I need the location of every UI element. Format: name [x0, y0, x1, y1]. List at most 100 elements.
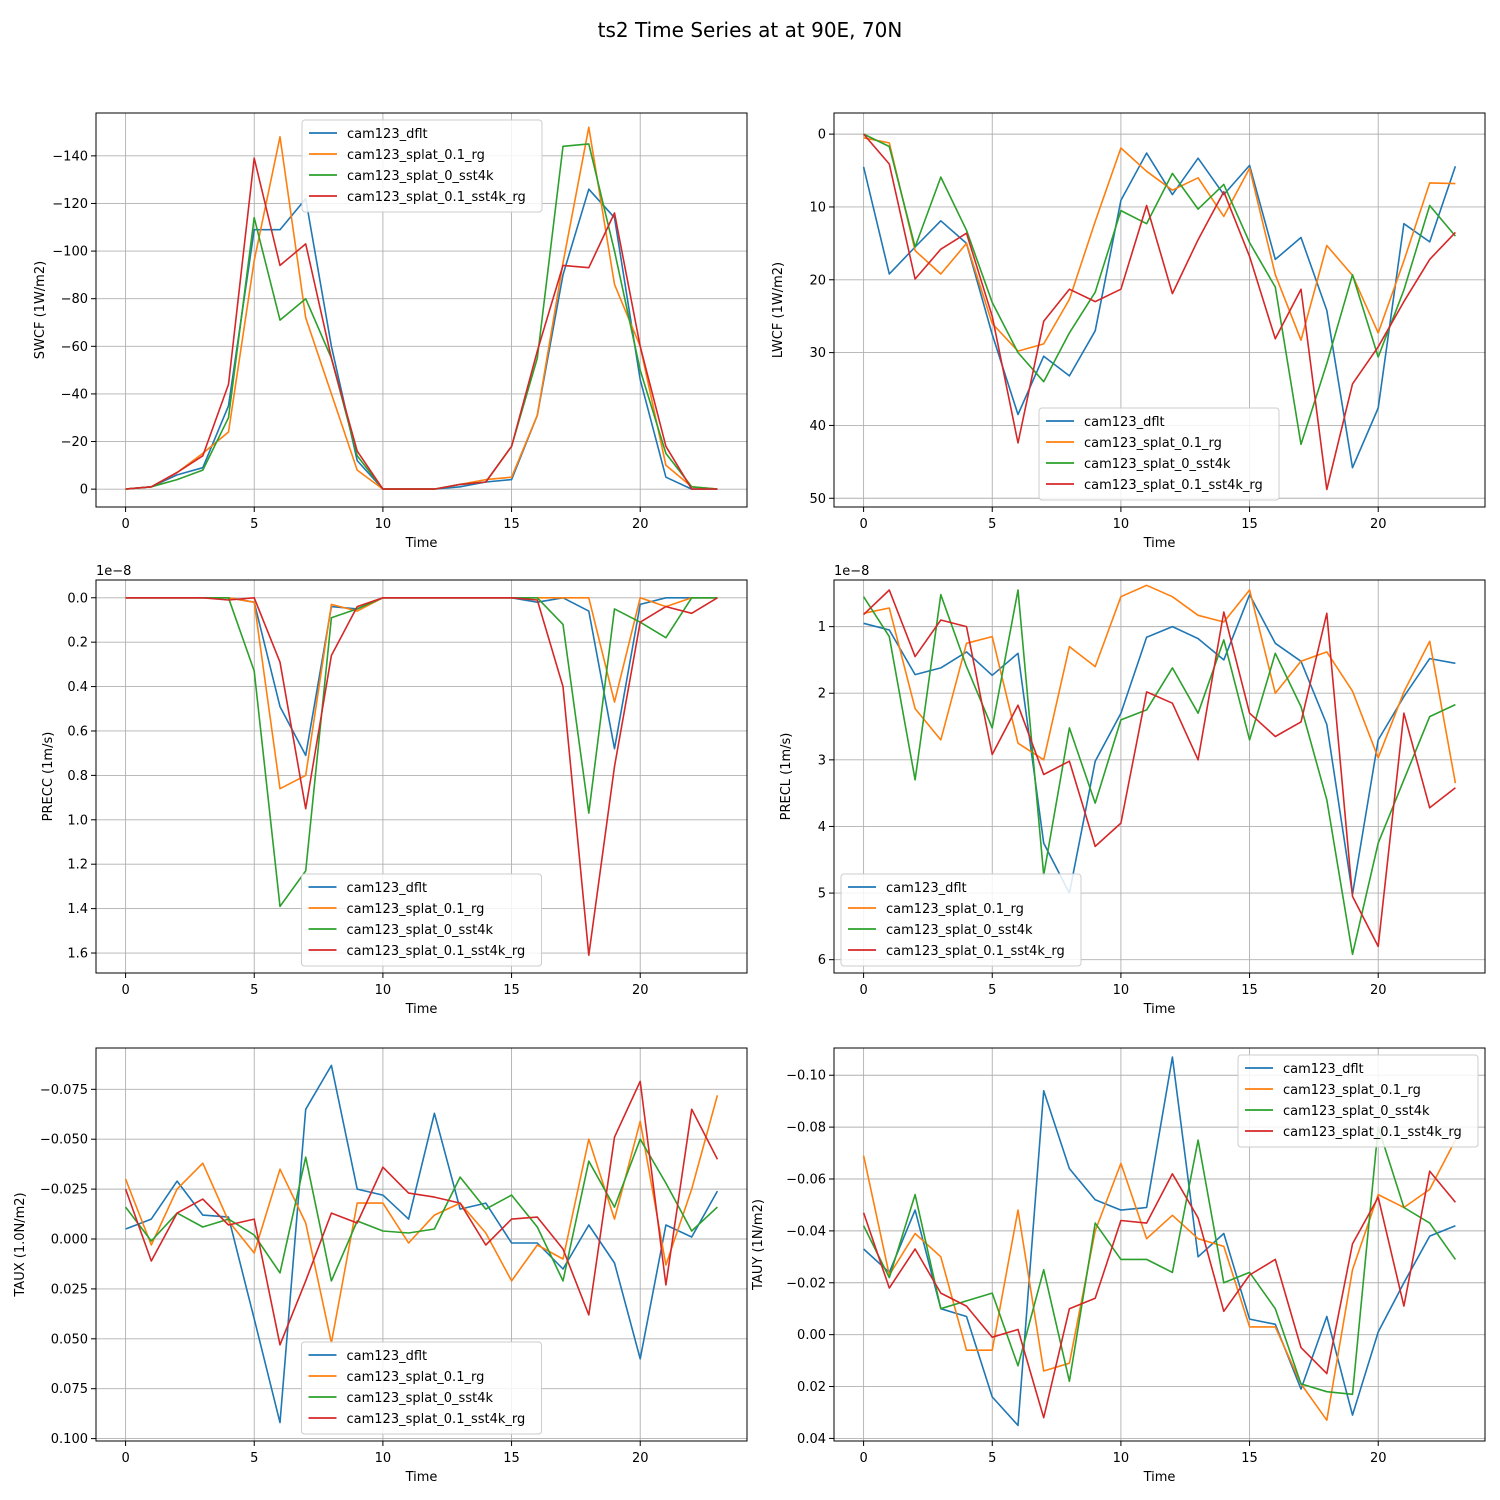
- tauy-ytick-label: −0.10: [786, 1069, 826, 1084]
- taux-legend: cam123_dflt cam123_splat_0.1_rg cam123_spl…: [301, 1341, 542, 1435]
- precl-xtick-label: 20: [1370, 983, 1387, 998]
- taux-legend-label: cam123_splat_0.1_rg: [347, 1370, 485, 1385]
- tauy-ylabel: TAUY (1N/m2): [751, 1199, 766, 1291]
- taux-axes-frame: [95, 1047, 748, 1442]
- tauy-ytick-label: −0.02: [786, 1276, 826, 1291]
- swcf-legend-box: [301, 119, 543, 213]
- swcf-xtick-label: 5: [250, 517, 258, 532]
- tauy-panel: 0 5 10 15 20 −0.10 −0.08 −0.06 −0.04 −0.02 0.00 0.0…: [751, 1047, 1486, 1485]
- swcf-legend-label: cam123_splat_0.1_sst4k_rg: [347, 190, 526, 205]
- lwcf-legend-label: cam123_splat_0.1_sst4k_rg: [1084, 478, 1263, 493]
- lwcf-xtick-label: 10: [1113, 517, 1130, 532]
- tauy-legend-label: cam123_dflt: [1283, 1062, 1364, 1077]
- swcf-series-cam123-splat-0-1-sst4k-rg: [125, 157, 718, 490]
- swcf-axes-frame: [95, 112, 748, 508]
- swcf-xtick-label: 15: [503, 517, 520, 532]
- swcf-ytick-label: −40: [61, 387, 88, 402]
- lwcf-legend-label: cam123_dflt: [1084, 415, 1165, 430]
- tauy-ytick-label: −0.06: [786, 1173, 826, 1188]
- precl-panel: 0 5 10 15 20 1 2 3 4 5 6 1e−8 Time PRECL (1m/s) cam123…: [779, 564, 1486, 1017]
- swcf-ytick-label: −60: [61, 340, 88, 355]
- taux-xtick-label: 15: [503, 1451, 520, 1466]
- precc-ytick-label: 0.6: [67, 724, 88, 739]
- precc-legend: cam123_dflt cam123_splat_0.1_rg cam123_spl…: [301, 873, 542, 967]
- lwcf-xtick-label: 20: [1370, 517, 1387, 532]
- swcf-xtick-label: 10: [375, 517, 392, 532]
- precl-ytick-label: 5: [818, 887, 826, 902]
- precl-series-cam123-dflt: [863, 593, 1456, 896]
- lwcf-ytick-label: 30: [809, 346, 826, 361]
- lwcf-ytick-label: 0: [818, 128, 826, 143]
- taux-ytick-label: 0.000: [51, 1233, 88, 1248]
- swcf-legend-label: cam123_splat_0_sst4k: [347, 169, 494, 184]
- tauy-legend-label: cam123_splat_0.1_rg: [1283, 1083, 1421, 1098]
- lwcf-legend: cam123_dflt cam123_splat_0.1_rg cam123_spl…: [1038, 407, 1280, 501]
- lwcf-ytick-label: 10: [809, 200, 826, 215]
- precl-series-cam123-splat-0-1-rg: [863, 584, 1457, 784]
- swcf-legend-label: cam123_splat_0.1_rg: [347, 148, 485, 163]
- precl-legend-label: cam123_splat_0.1_sst4k_rg: [886, 944, 1065, 959]
- lwcf-legend-label: cam123_splat_0_sst4k: [1084, 457, 1231, 472]
- precc-xtick-label: 10: [375, 983, 392, 998]
- tauy-xtick-label: 10: [1113, 1451, 1130, 1466]
- tauy-xtick-label: 15: [1241, 1451, 1258, 1466]
- precc-ytick-label: 1.0: [67, 813, 88, 828]
- precl-axes-frame: [833, 579, 1486, 974]
- swcf-xtick-label: 0: [121, 517, 129, 532]
- precc-axes-frame: [95, 579, 748, 974]
- precl-ytick-label: 4: [818, 820, 826, 835]
- precc-xtick-label: 20: [632, 983, 649, 998]
- taux-ytick-label: 0.025: [51, 1282, 88, 1297]
- precc-series-cam123-splat-0-1-rg: [125, 596, 718, 790]
- precl-legend-box: [840, 873, 1082, 967]
- precc-xtick-label: 15: [503, 983, 520, 998]
- lwcf-axes-frame: [833, 112, 1486, 508]
- taux-xlabel: Time: [405, 1470, 438, 1485]
- taux-ytick-label: 0.100: [51, 1432, 88, 1447]
- taux-ytick-label: 0.075: [51, 1382, 88, 1397]
- taux-xtick-label: 20: [632, 1451, 649, 1466]
- tauy-series-cam123-dflt: [863, 1056, 1456, 1427]
- lwcf-ytick-label: 40: [809, 419, 826, 434]
- precl-ytick-label: 1: [818, 620, 826, 635]
- tauy-ytick-label: 0.02: [797, 1380, 826, 1395]
- taux-ytick-label: −0.050: [40, 1133, 88, 1148]
- tauy-ytick-label: 0.04: [797, 1432, 826, 1447]
- precl-series-cam123-splat-0-sst4k: [862, 589, 1456, 956]
- swcf-ytick-label: −140: [52, 149, 88, 164]
- precl-legend: cam123_dflt cam123_splat_0.1_rg cam123_spl…: [840, 873, 1082, 967]
- precc-series-cam123-splat-0-1-sst4k-rg: [125, 596, 718, 957]
- lwcf-xtick-label: 15: [1241, 517, 1258, 532]
- lwcf-xtick-label: 5: [988, 517, 996, 532]
- taux-xtick-label: 0: [121, 1451, 129, 1466]
- taux-xtick-label: 5: [250, 1451, 258, 1466]
- lwcf-legend-box: [1038, 407, 1280, 501]
- taux-panel: 0 5 10 15 20 −0.075 −0.050 −0.025 0.000 0.025 0.05…: [13, 1047, 748, 1485]
- swcf-ytick-label: −80: [61, 292, 88, 307]
- lwcf-series-cam123-dflt: [862, 152, 1457, 469]
- taux-ytick-label: 0.050: [51, 1332, 88, 1347]
- lwcf-ylabel: LWCF (1W/m2): [771, 262, 786, 358]
- taux-xtick-label: 10: [375, 1451, 392, 1466]
- swcf-panel: 0 5 10 15 20 0 −20 −40 −60 −80 −100 −120 −140 Time SWC…: [33, 112, 748, 551]
- tauy-series-cam123-splat-0-1-sst4k-rg: [862, 1170, 1457, 1419]
- tauy-legend: cam123_dflt cam123_splat_0.1_rg cam123_spl…: [1237, 1054, 1479, 1148]
- lwcf-ytick-label: 20: [809, 273, 826, 288]
- precl-ytick-label: 3: [818, 753, 826, 768]
- lwcf-series-cam123-splat-0-1-rg: [863, 137, 1456, 352]
- precc-ytick-label: 0.8: [67, 769, 88, 784]
- taux-legend-box: [301, 1341, 542, 1435]
- precl-xtick-label: 15: [1241, 983, 1258, 998]
- precc-ylabel: PRECC (1m/s): [41, 732, 56, 822]
- tauy-series-cam123-splat-0-1-rg: [862, 1139, 1457, 1421]
- precl-xtick-label: 10: [1113, 983, 1130, 998]
- taux-ytick-label: −0.025: [40, 1183, 88, 1198]
- tauy-ytick-label: −0.08: [786, 1121, 826, 1136]
- swcf-xlabel: Time: [405, 536, 438, 551]
- lwcf-xlabel: Time: [1143, 536, 1176, 551]
- precl-offset-label: 1e−8: [834, 564, 869, 579]
- lwcf-panel: 0 5 10 15 20 0 10 20 30 40 50 Time LWCF (1W/m2) cam12…: [771, 112, 1486, 551]
- precl-legend-label: cam123_dflt: [886, 881, 967, 896]
- swcf-legend-label: cam123_dflt: [347, 127, 428, 142]
